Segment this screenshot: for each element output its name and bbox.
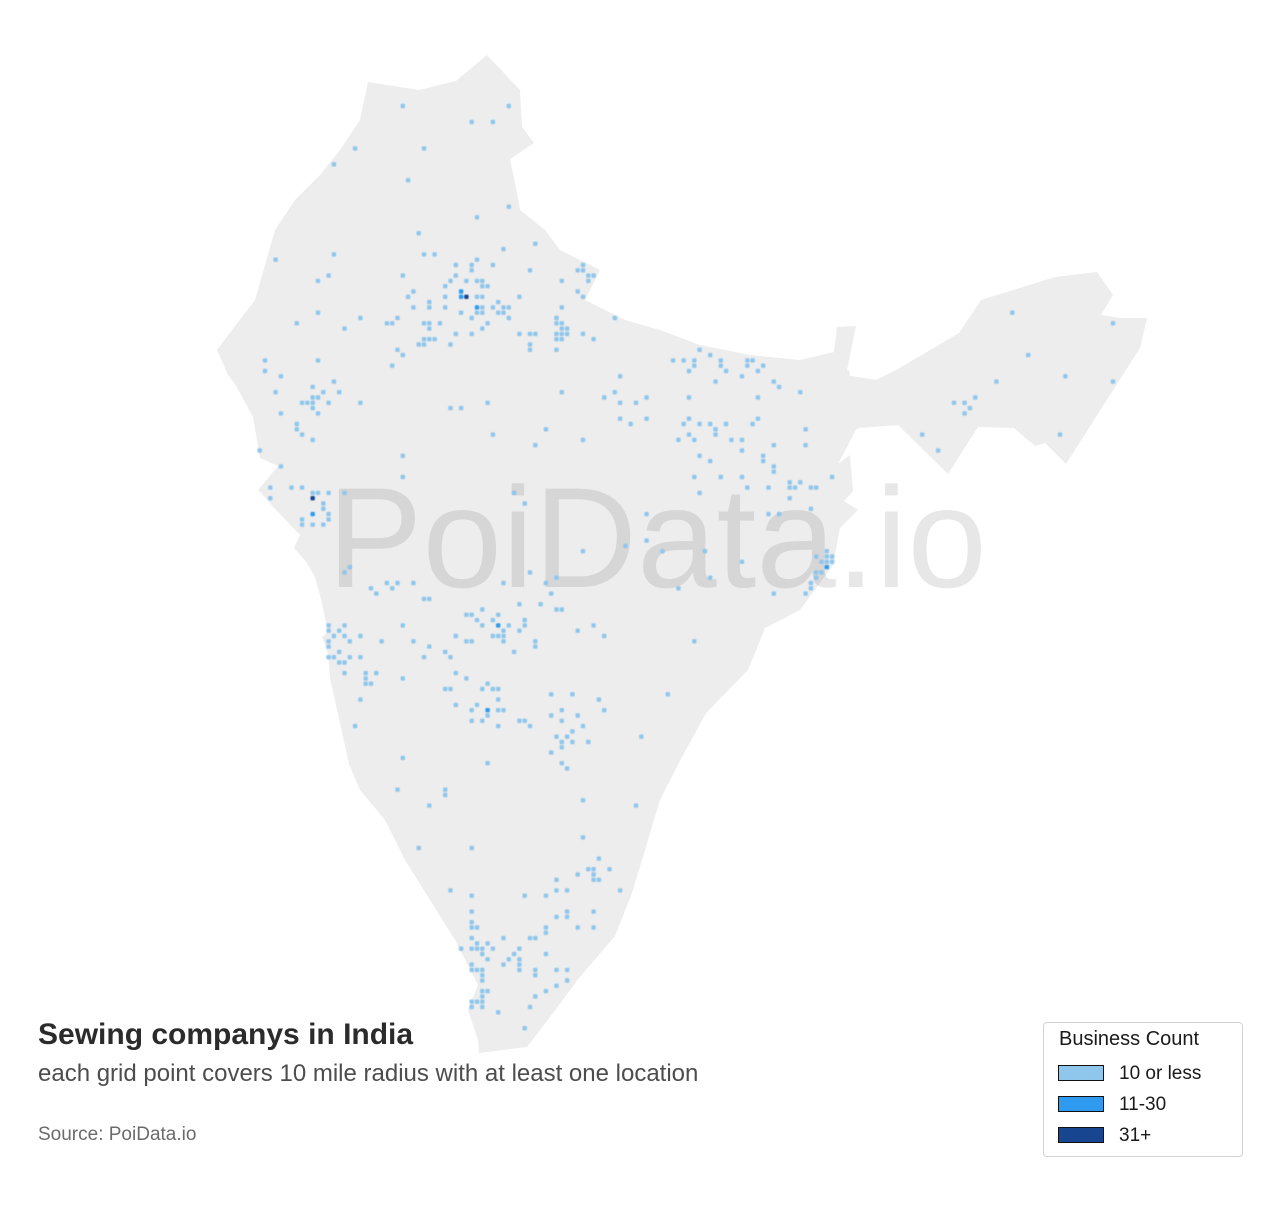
svg-text:PoiData.io: PoiData.io <box>327 459 987 618</box>
